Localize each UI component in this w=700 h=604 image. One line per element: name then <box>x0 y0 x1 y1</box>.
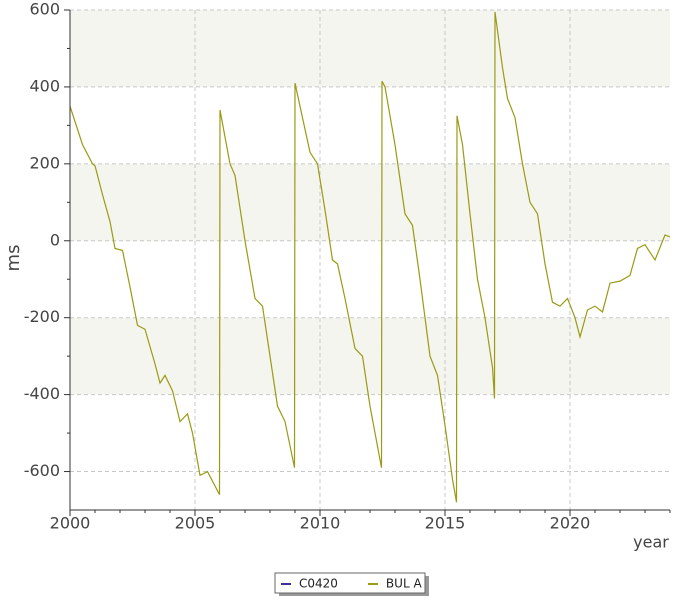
y-tick-label: -200 <box>24 307 60 326</box>
series-line <box>69 11 671 503</box>
legend-item[interactable]: C0420 <box>281 577 338 591</box>
legend-box <box>274 572 426 594</box>
legend-item[interactable]: BUL A <box>367 577 423 591</box>
legend: C0420 BUL A <box>281 577 422 591</box>
y-tick-label: 400 <box>29 76 60 95</box>
grid-band <box>70 163 670 241</box>
axes: -600 -400 -200 0 200 400 600 2000 2005 2010 2015 20… <box>24 0 671 533</box>
y-tick-label: 0 <box>50 230 60 249</box>
x-tick-label: 2005 <box>175 514 216 533</box>
plot-lines <box>69 11 671 503</box>
plot-background <box>70 10 670 510</box>
x-tick-label: 2015 <box>425 514 466 533</box>
y-axis-label: ms <box>3 245 24 272</box>
legend-label: C0420 <box>299 577 338 591</box>
legend-label: BUL A <box>386 577 423 591</box>
y-tick-label: -400 <box>24 384 60 403</box>
x-axis-label: year <box>633 533 669 552</box>
x-tick-label: 2020 <box>550 514 591 533</box>
grid-band <box>70 10 670 87</box>
x-tick-label: 2010 <box>300 514 341 533</box>
x-tick-label: 2000 <box>50 514 91 533</box>
y-tick-label: 200 <box>29 153 60 172</box>
y-tick-label: -600 <box>24 461 60 480</box>
y-tick-label: 600 <box>29 0 60 19</box>
